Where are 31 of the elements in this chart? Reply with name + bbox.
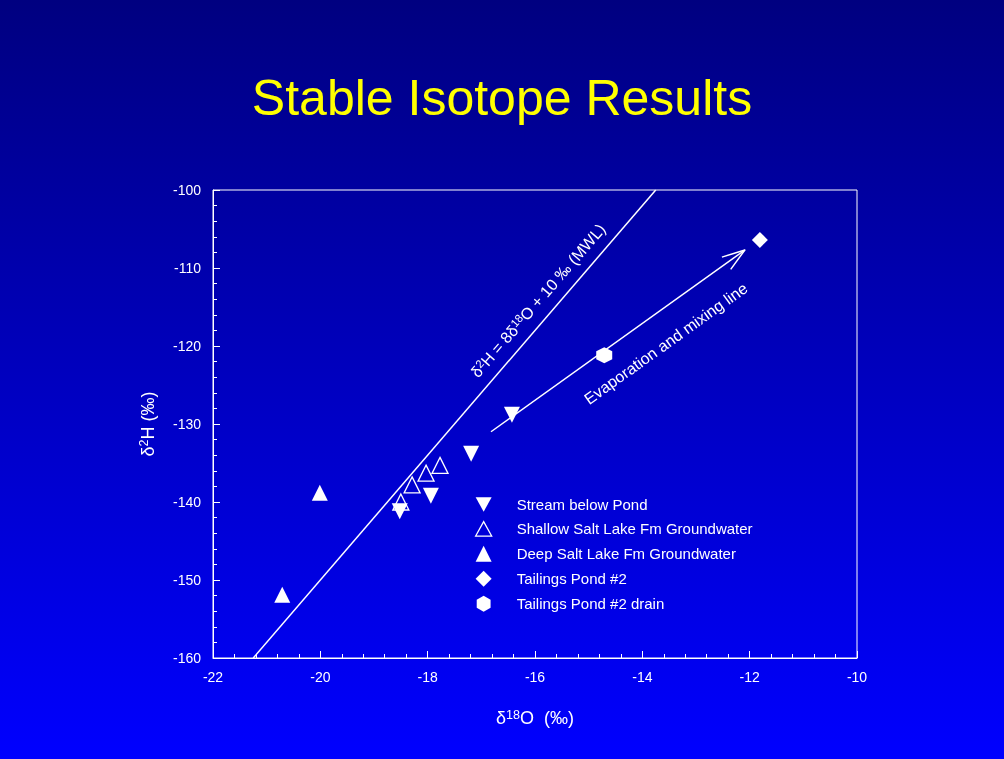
chart-title: Stable Isotope Results xyxy=(251,70,753,126)
point xyxy=(391,503,408,520)
y-tick-label: -140 xyxy=(172,494,202,510)
point xyxy=(417,464,435,482)
legend-label: Tailings Pond #2 xyxy=(516,570,627,588)
y-tick-label: -120 xyxy=(172,338,202,354)
point xyxy=(463,445,480,462)
y-tick-label: -160 xyxy=(172,650,202,666)
point xyxy=(751,231,768,248)
point xyxy=(422,487,439,504)
legend-label: Stream below Pond xyxy=(516,496,648,513)
point xyxy=(274,586,291,603)
x-tick-label: -18 xyxy=(417,669,438,685)
y-tick-label: -130 xyxy=(172,416,202,432)
legend-label: Tailings Pond #2 drain xyxy=(516,595,665,613)
point xyxy=(403,476,421,494)
x-tick-label: -22 xyxy=(202,669,224,685)
point xyxy=(311,484,328,501)
x-tick-label: -10 xyxy=(846,669,868,685)
point xyxy=(392,493,410,511)
legend-label: Shallow Salt Lake Fm Groundwater xyxy=(516,520,753,538)
legend-label: Deep Salt Lake Fm Groundwater xyxy=(516,545,736,563)
x-tick-label: -20 xyxy=(310,669,331,685)
y-tick-label: -150 xyxy=(172,572,202,588)
x-tick-label: -14 xyxy=(632,669,653,685)
x-tick-label: -12 xyxy=(739,669,760,685)
point xyxy=(431,456,449,474)
y-axis-title: δ2H (‰) xyxy=(137,391,158,457)
x-tick-label: -16 xyxy=(524,669,546,685)
y-tick-label: -110 xyxy=(174,260,202,276)
y-tick-label: -100 xyxy=(172,182,202,198)
